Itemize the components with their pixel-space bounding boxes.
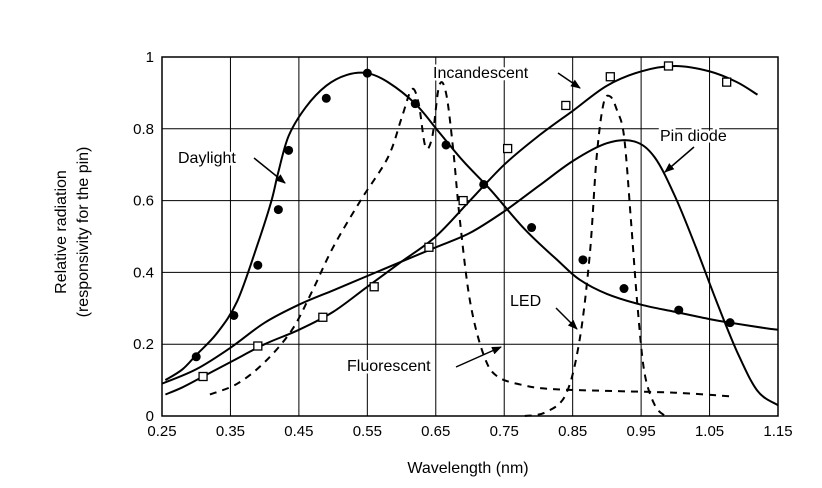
y-tick-label: 1 <box>146 49 154 66</box>
marker-incandescent <box>253 341 263 351</box>
x-tick-label: 0.55 <box>353 423 382 440</box>
y-tick-label: 0.2 <box>133 336 154 353</box>
y-tick-label: 0 <box>146 408 154 425</box>
series-line-pin-diode <box>161 139 779 407</box>
marker-daylight <box>362 68 372 78</box>
marker-daylight <box>321 93 331 103</box>
series-line-daylight <box>164 71 779 381</box>
marker-daylight <box>674 305 684 315</box>
marker-daylight <box>619 284 629 294</box>
y-tick-label: 0.8 <box>133 121 154 138</box>
marker-incandescent <box>318 312 328 322</box>
marker-daylight <box>273 205 283 215</box>
x-tick-label: 0.75 <box>490 423 519 440</box>
x-tick-label: 0.95 <box>627 423 656 440</box>
annotation-incandescent: Incandescent <box>433 65 529 82</box>
grid <box>161 56 779 417</box>
marker-incandescent <box>561 100 571 111</box>
x-tick-label: 1.05 <box>695 423 724 440</box>
marker-daylight <box>410 99 420 109</box>
y-axis-label-line1: Relative radiation <box>53 170 70 294</box>
annotation-arrow-incandescent <box>557 72 581 89</box>
x-axis-label: Wavelength (nm) <box>407 460 528 477</box>
x-tick-label: 0.35 <box>216 423 245 440</box>
annotation-pin-diode: Pin diode <box>660 128 727 145</box>
annotation-arrow-daylight <box>253 157 286 184</box>
marker-incandescent <box>663 61 674 71</box>
marker-incandescent <box>424 242 434 252</box>
marker-incandescent <box>369 282 379 292</box>
marker-layer <box>191 61 735 382</box>
y-axis-ticks: 0 0.2 0.4 0.6 0.8 1 <box>133 49 154 425</box>
marker-daylight <box>284 145 294 155</box>
x-tick-label: 0.45 <box>284 423 313 440</box>
y-tick-label: 0.4 <box>133 264 154 281</box>
x-tick-label: 0.65 <box>421 423 450 440</box>
marker-daylight <box>527 223 537 233</box>
marker-daylight <box>191 352 201 362</box>
marker-incandescent <box>605 72 615 82</box>
annotation-layer: Daylight Incandescent Pin diode LED Fluoresc… <box>176 63 730 378</box>
annotation-led: LED <box>510 293 541 310</box>
marker-daylight <box>479 179 489 189</box>
marker-daylight <box>229 310 239 320</box>
marker-daylight <box>253 260 263 270</box>
annotation-arrow-pin-diode <box>664 146 695 173</box>
series-line-fluorescent <box>209 81 731 398</box>
x-axis-ticks: 0.25 0.35 0.45 0.55 0.65 0.75 0.85 0.95 1.05 1.15 <box>147 423 792 440</box>
marker-daylight <box>725 318 735 328</box>
marker-incandescent <box>458 195 468 206</box>
marker-incandescent <box>722 77 732 87</box>
marker-daylight <box>441 140 451 150</box>
y-tick-label: 0.6 <box>133 193 154 210</box>
annotation-daylight: Daylight <box>178 150 236 167</box>
plot-frame <box>161 56 779 417</box>
x-tick-label: 1.15 <box>763 423 792 440</box>
annotation-arrow-fluorescent <box>455 346 502 368</box>
marker-daylight <box>578 255 588 265</box>
series-layer <box>161 64 779 417</box>
x-tick-label: 0.25 <box>147 423 176 440</box>
annotation-arrow-led <box>555 307 578 330</box>
series-line-led <box>524 94 666 417</box>
x-tick-label: 0.85 <box>558 423 587 440</box>
annotation-fluorescent: Fluorescent <box>347 358 431 375</box>
marker-incandescent <box>198 371 208 382</box>
marker-incandescent <box>502 143 513 154</box>
y-axis-label-line2: (responsivity for the pin) <box>75 147 92 318</box>
